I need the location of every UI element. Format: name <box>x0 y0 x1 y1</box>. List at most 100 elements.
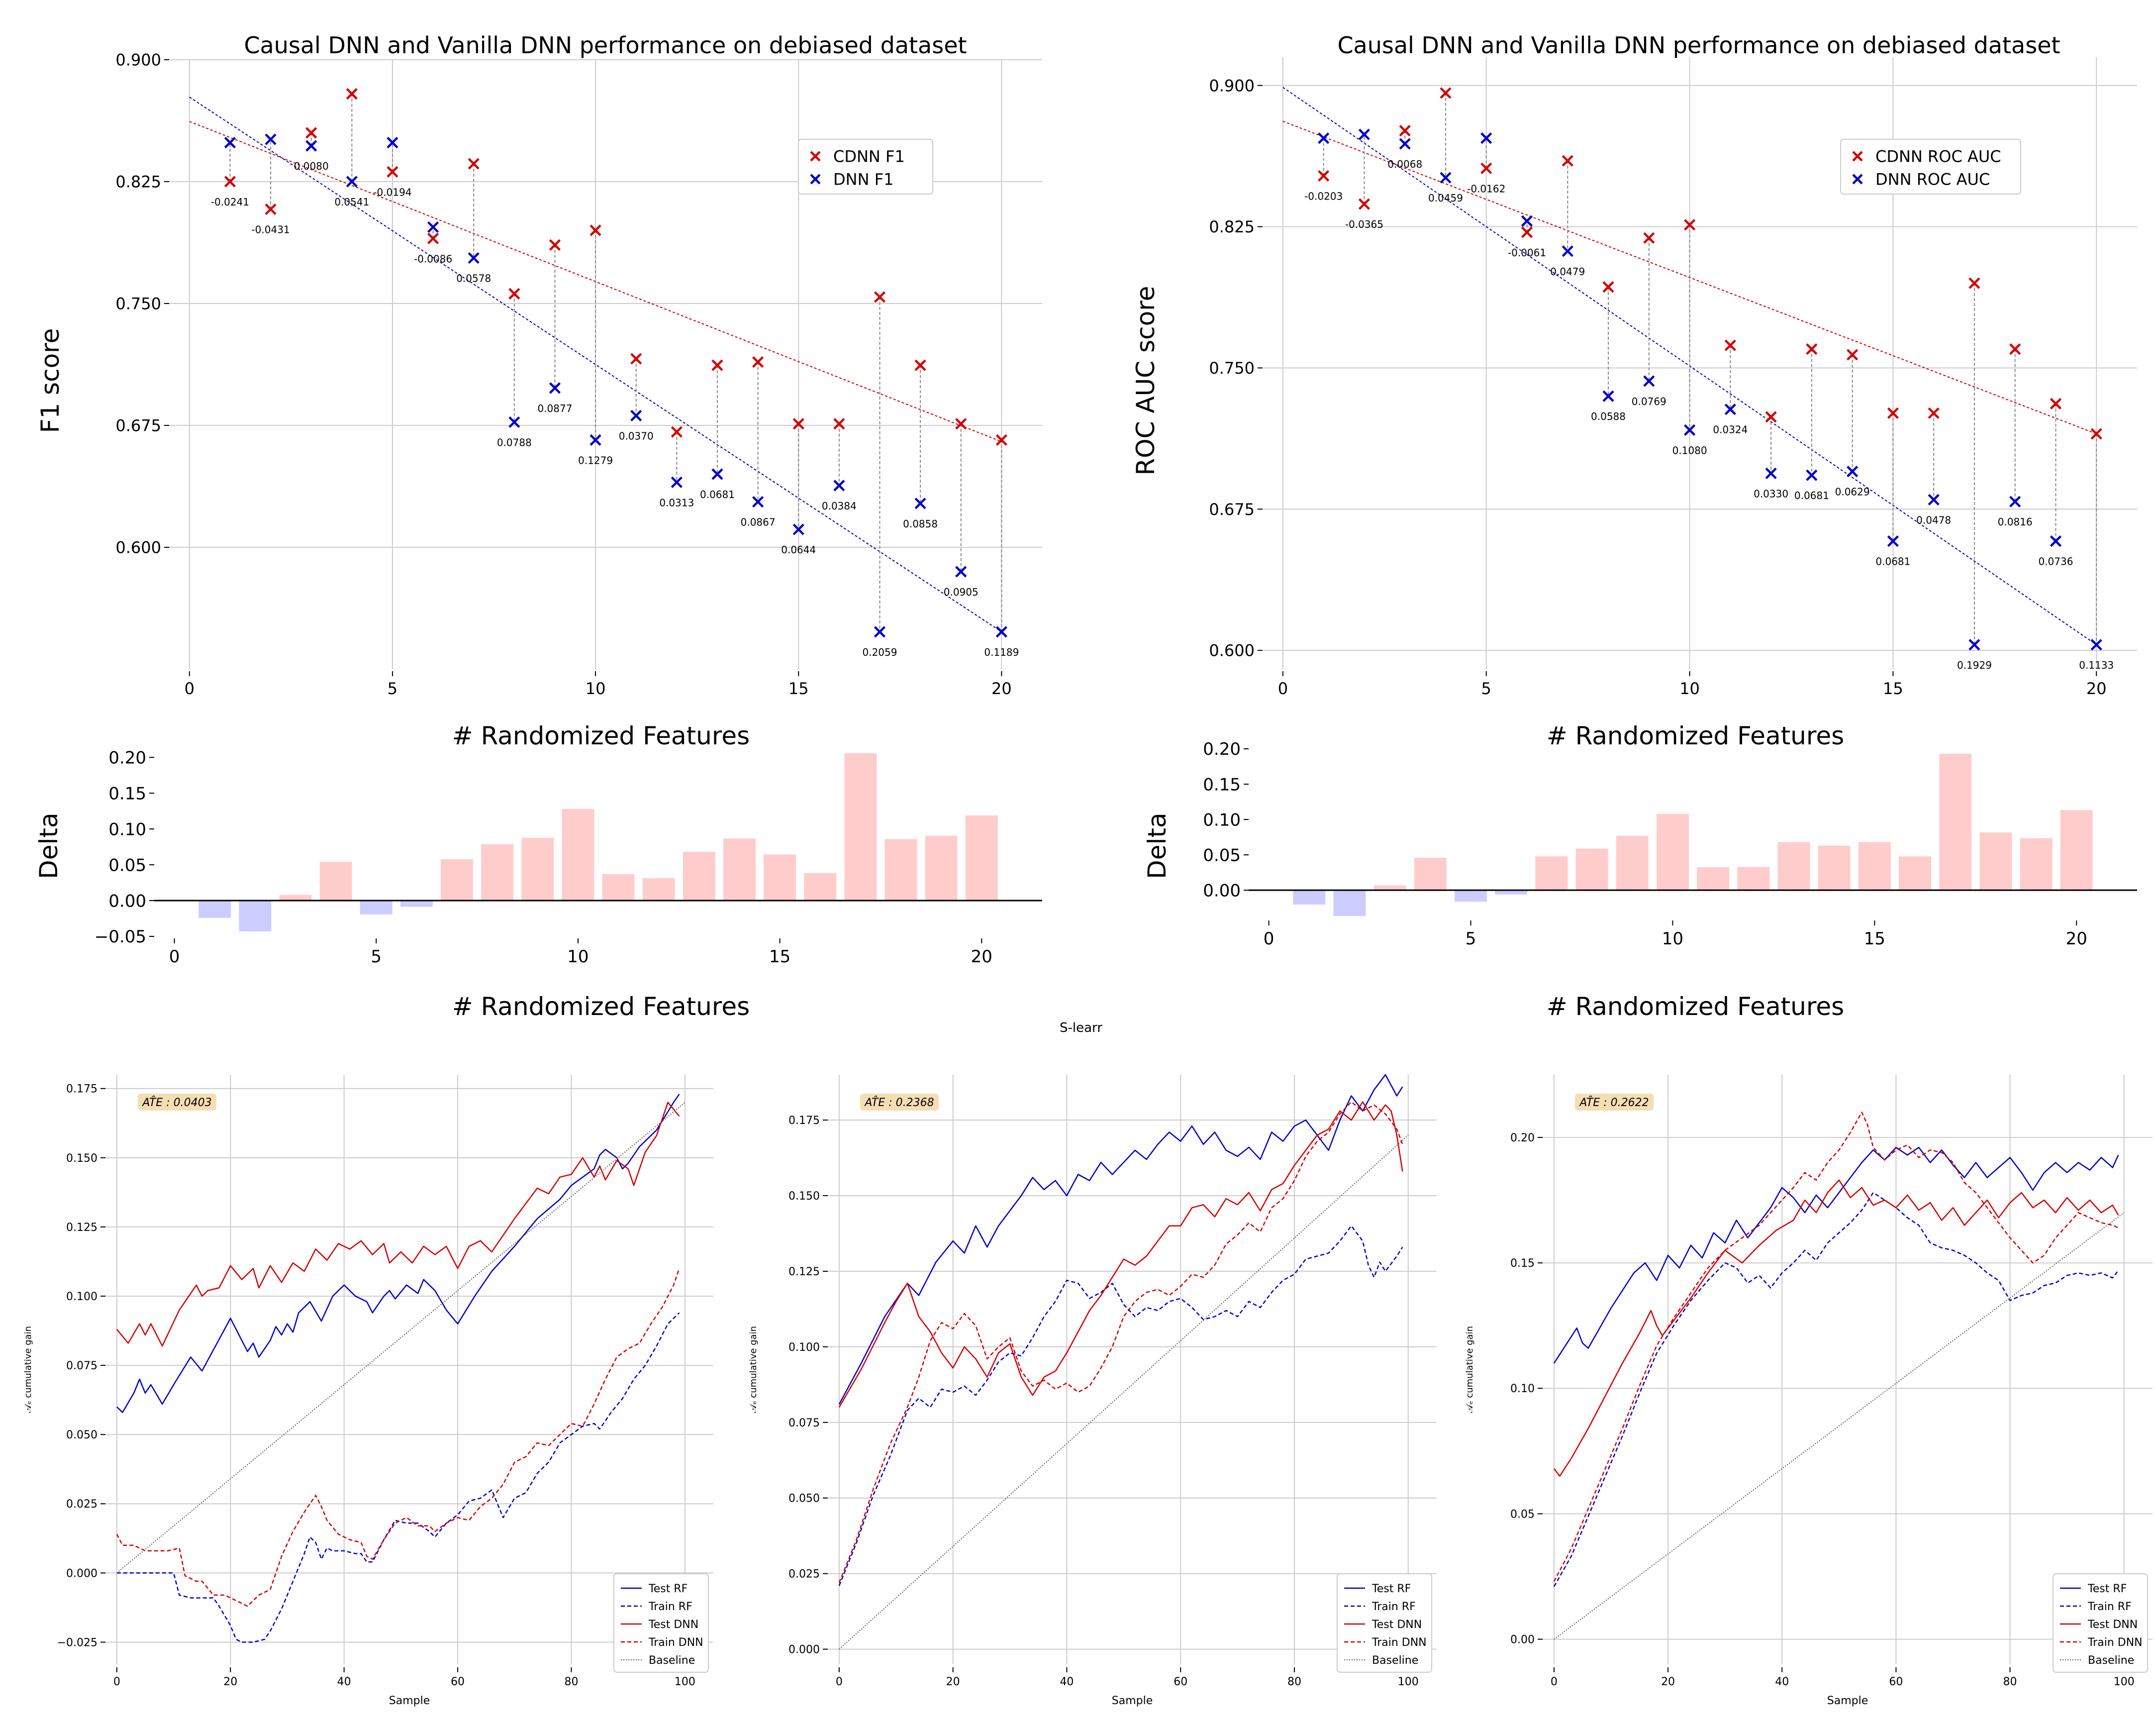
x-tick-label: 15 <box>1864 929 1885 949</box>
cdnn-point <box>468 158 480 170</box>
x-tick-label: 15 <box>788 679 809 698</box>
x-tick-label: 0 <box>1264 929 1274 949</box>
delta-bar <box>521 837 554 901</box>
delta-bar <box>1858 842 1891 891</box>
ate-box <box>138 1094 216 1111</box>
dnn-point <box>671 476 683 488</box>
cdnn-point <box>1928 407 1940 419</box>
y-tick-label: 0.075 <box>66 1360 98 1372</box>
cdnn-point <box>1887 407 1899 419</box>
delta-label: 0.2059 <box>862 646 897 658</box>
legend-label: Test RF <box>1372 1583 1411 1595</box>
dnn-point <box>508 416 520 428</box>
dnn-point <box>955 566 967 578</box>
x-axis-label: Sample <box>1827 1695 1868 1707</box>
cdnn-point <box>305 127 317 139</box>
x-axis-label: # Randomized Features <box>452 992 750 1021</box>
x-tick-label: 20 <box>946 1676 960 1688</box>
x-axis-label: Sample <box>389 1695 430 1707</box>
delta-label: 0.0370 <box>619 430 654 442</box>
x-tick-label: 20 <box>2086 679 2107 698</box>
delta-label: 0.0479 <box>1550 266 1585 278</box>
x-tick-label: 60 <box>1174 1676 1187 1688</box>
dnn-point <box>1318 132 1330 144</box>
y-tick-label: 0.750 <box>1209 359 1255 378</box>
x-tick-label: 80 <box>564 1676 578 1688</box>
delta-label: 0.0588 <box>1591 410 1626 422</box>
dnn-point <box>1521 215 1533 227</box>
cdnn-point <box>955 418 967 430</box>
x-axis-label: # Randomized Features <box>1547 992 1844 1021</box>
x-tick-label: 80 <box>1287 1676 1301 1688</box>
dnn-point <box>1765 467 1777 479</box>
delta-bar <box>1495 890 1528 895</box>
x-tick-label: 15 <box>769 947 790 967</box>
dnn-point <box>752 496 764 508</box>
y-tick-label: 0.675 <box>1209 500 1255 519</box>
dnn-point <box>1562 245 1573 257</box>
y-tick-label: 0.000 <box>788 1644 820 1656</box>
cdnn-point <box>1562 155 1573 167</box>
y-axis-label: 𝒜ₑ cumulative gain <box>23 1326 33 1413</box>
x-axis-label-top: # Randomized Features <box>1547 721 1844 750</box>
series-line-train-dnn <box>116 1268 680 1607</box>
legend-label: Test RF <box>2087 1583 2127 1595</box>
delta-label: -0.0162 <box>1467 183 1505 195</box>
legend-label: Train RF <box>648 1601 692 1613</box>
delta-label: 0.0068 <box>1387 158 1422 170</box>
legend-marker <box>810 151 821 162</box>
delta-label: 0.0330 <box>1754 488 1788 500</box>
y-tick-label: 0.15 <box>108 784 146 804</box>
series-line-test-dnn <box>838 1101 1403 1408</box>
y-tick-label: 0.900 <box>115 51 161 70</box>
y-tick-label: 0.125 <box>788 1266 820 1278</box>
dnn-point <box>224 137 236 149</box>
delta-bar <box>1979 832 2012 891</box>
y-tick-label: 0.175 <box>66 1083 98 1096</box>
dnn-point <box>589 434 601 446</box>
x-tick-label: 40 <box>1060 1676 1074 1688</box>
cdnn-point <box>833 418 845 430</box>
delta-label: 0.1279 <box>578 454 613 466</box>
delta-bar <box>1575 848 1608 891</box>
cdnn-point <box>427 232 439 244</box>
cdnn-point <box>995 434 1007 446</box>
x-tick-label: 10 <box>1679 679 1700 698</box>
delta-bar <box>481 844 514 901</box>
y-tick-label: 0.150 <box>788 1190 820 1203</box>
delta-bar <box>279 895 312 901</box>
cdnn-point <box>1643 232 1655 244</box>
chart-delta2: 0 5 10 15 20 0.00 0.05 0.10 0.15 0.20 Delta # Rando… <box>1143 721 2137 1021</box>
legend-label: Train RF <box>1372 1601 1416 1613</box>
delta-bar <box>642 878 675 901</box>
delta-bar <box>1414 857 1447 891</box>
delta-label: 0.0769 <box>1632 396 1666 407</box>
chart-title: Causal DNN and Vanilla DNN performance o… <box>244 32 967 59</box>
x-tick-label: 20 <box>223 1676 237 1688</box>
series-line-baseline <box>1554 1212 2125 1640</box>
x-tick-label: 100 <box>675 1676 695 1688</box>
cdnn-point <box>671 426 683 438</box>
dnn-point <box>1602 390 1614 402</box>
dnn-point <box>2090 639 2102 651</box>
delta-label: 0.1080 <box>1672 444 1707 456</box>
x-tick-label: 0 <box>1278 679 1288 698</box>
cdnn-point <box>1724 339 1736 351</box>
x-tick-label: 5 <box>388 679 397 698</box>
y-axis-label: F1 score <box>36 328 65 433</box>
y-tick-label: 0.20 <box>108 748 146 768</box>
legend-label: Baseline <box>1372 1654 1418 1667</box>
cdnn-point <box>2009 343 2021 355</box>
y-axis-label: 𝒜ₑ cumulative gain <box>748 1326 759 1413</box>
delta-label: 0.0541 <box>334 196 369 208</box>
delta-bar <box>764 854 796 901</box>
series-line-test-rf <box>116 1094 680 1413</box>
y-tick-label: 0.100 <box>66 1291 98 1303</box>
x-tick-label: 0 <box>185 679 195 698</box>
delta-label: 0.0867 <box>741 516 776 528</box>
x-tick-label: 60 <box>451 1676 465 1688</box>
delta-bar <box>1939 754 1972 891</box>
dnn-point <box>914 498 926 509</box>
legend-box <box>613 1573 709 1673</box>
delta-bar <box>1656 813 1689 891</box>
